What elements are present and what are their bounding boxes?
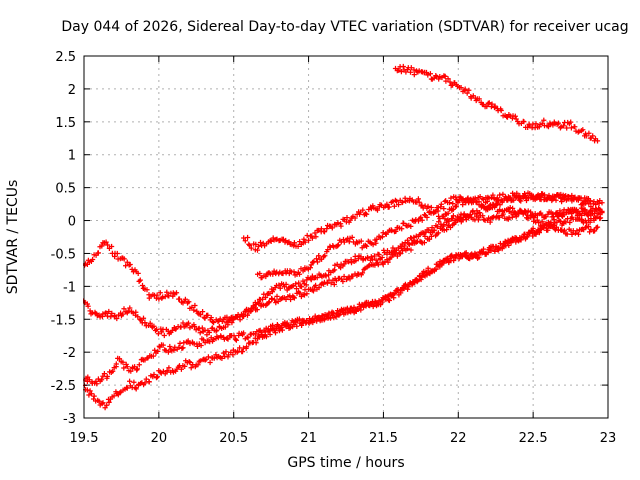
y-tick-label: 1.5 [55, 116, 76, 131]
x-tick-label: 20.5 [219, 431, 248, 446]
x-tick-label: 20 [151, 431, 168, 446]
y-tick-label: 2.5 [55, 50, 76, 65]
plot-frame [83, 55, 609, 419]
y-tick-label: -2.5 [51, 379, 76, 394]
axis-ticks [83, 55, 609, 419]
plot-border [83, 55, 609, 419]
x-tick-label: 22 [450, 431, 467, 446]
x-tick-label: 22.5 [519, 431, 548, 446]
y-tick-label: 0 [68, 215, 76, 230]
y-tick-label: -0.5 [51, 247, 76, 262]
trace-1-markers [392, 63, 601, 144]
x-tick-label: 19.5 [70, 431, 99, 446]
trace-5-markers [83, 205, 605, 411]
x-tick-label: 21.5 [369, 431, 398, 446]
y-tick-label: -2 [63, 346, 76, 361]
chart-title: Day 044 of 2026, Sidereal Day-to-day VTE… [61, 19, 628, 35]
x-tick-label: 23 [600, 431, 617, 446]
y-tick-label: -1 [63, 280, 76, 295]
x-axis-label: GPS time / hours [287, 455, 404, 471]
y-tick-label: 2 [68, 83, 76, 98]
x-tick-label: 21 [300, 431, 317, 446]
x-tick-labels: 19.5 20 20.5 21 21.5 22 22.5 23 [70, 431, 617, 446]
data-series [83, 63, 605, 411]
y-tick-label: -3 [63, 412, 76, 427]
y-axis-label: SDTVAR / TECUs [5, 180, 21, 295]
y-tick-label: -1.5 [51, 313, 76, 328]
trace-7-markers [255, 194, 605, 281]
y-tick-label: 1 [68, 149, 76, 164]
y-tick-label: 0.5 [55, 182, 76, 197]
y-tick-labels: 2.5 2 1.5 1 0.5 0 -0.5 -1 -1.5 -2 -2.5 -3 [51, 50, 76, 427]
